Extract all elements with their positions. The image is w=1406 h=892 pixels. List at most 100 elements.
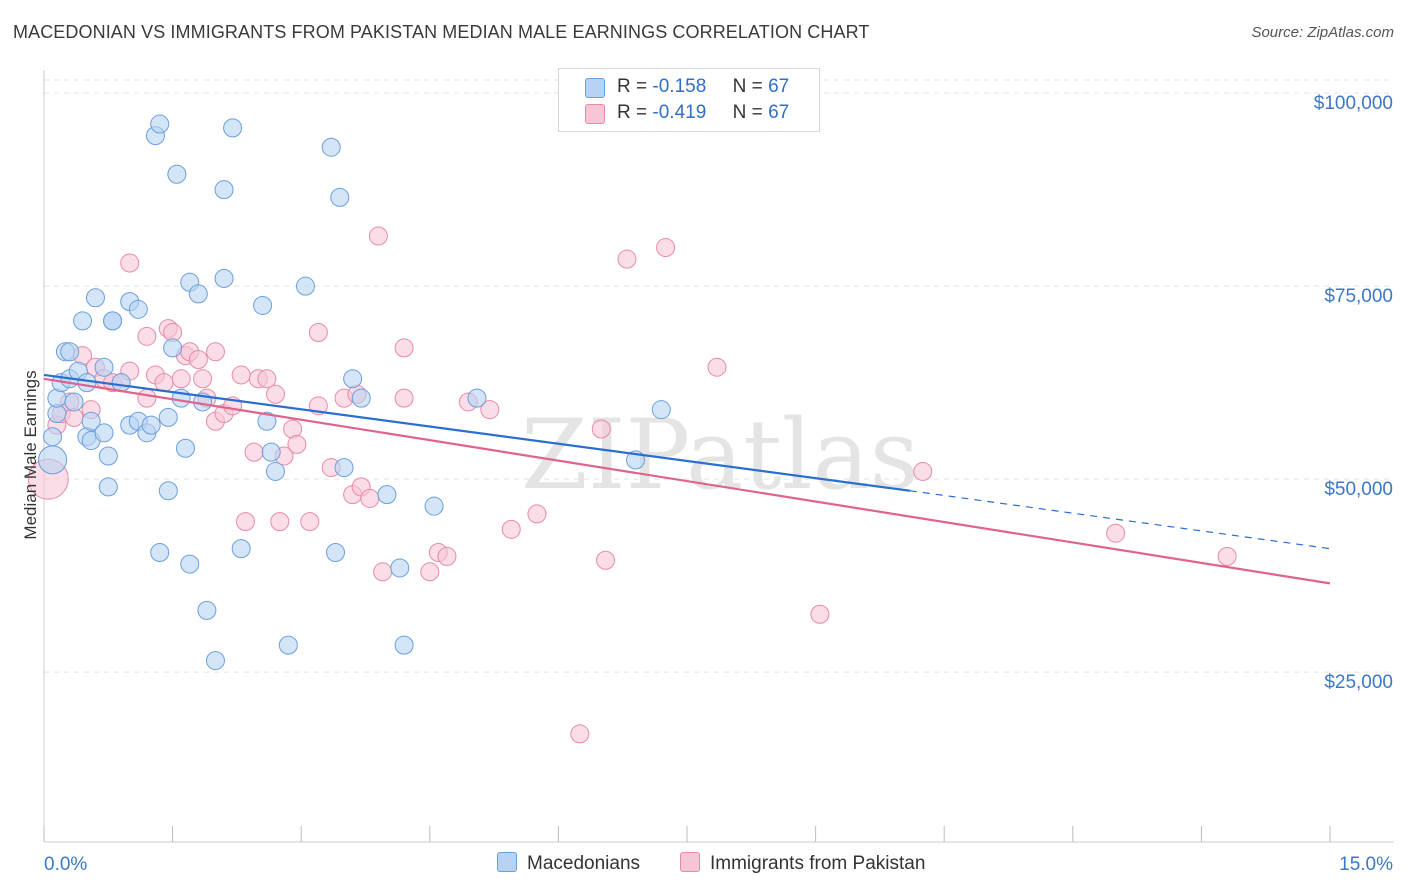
macedonian-point-64[interactable] <box>651 400 671 420</box>
pakistan-point-50[interactable] <box>394 338 414 358</box>
macedonian-point-29[interactable] <box>150 543 170 562</box>
source-label: Source: ZipAtlas.com <box>1251 24 1394 41</box>
pakistan-point-34[interactable] <box>265 384 285 404</box>
macedonian-point-12[interactable] <box>81 411 101 431</box>
legend-n-label: N = <box>732 76 763 97</box>
pakistan-point-60[interactable] <box>591 419 611 439</box>
macedonian-point-7[interactable] <box>60 342 80 362</box>
pakistan-point-38[interactable] <box>287 434 307 454</box>
macedonian-point-32[interactable] <box>163 338 183 358</box>
macedonian-point-9[interactable] <box>73 311 93 331</box>
pakistan-point-29[interactable] <box>231 365 251 385</box>
macedonian-point-59[interactable] <box>390 558 410 578</box>
macedonian-point-16[interactable] <box>94 357 114 377</box>
macedonian-point-37[interactable] <box>180 554 200 574</box>
macedonian-point-30[interactable] <box>158 407 178 427</box>
pakistan-point-63[interactable] <box>656 238 676 258</box>
macedonian-point-14[interactable] <box>85 288 105 308</box>
y-tick-label-0: $25,000 <box>1324 672 1393 693</box>
pakistan-point-16[interactable] <box>154 373 174 393</box>
legend-n-value: 67 <box>768 102 790 123</box>
macedonian-point-65[interactable] <box>64 392 84 412</box>
macedonian-point-28[interactable] <box>150 114 170 134</box>
chart-title: MACEDONIAN VS IMMIGRANTS FROM PAKISTAN M… <box>13 22 870 42</box>
macedonian-point-38[interactable] <box>188 284 208 304</box>
pakistan-point-68[interactable] <box>1217 546 1237 566</box>
macedonian-point-57[interactable] <box>351 388 371 408</box>
pakistan-point-41[interactable] <box>308 322 328 342</box>
pakistan-point-57[interactable] <box>501 519 521 539</box>
macedonian-point-24[interactable] <box>128 299 148 319</box>
pakistan-point-64[interactable] <box>707 357 727 377</box>
macedonian-point-53[interactable] <box>325 543 345 562</box>
x-tick-label-0: 0.0% <box>44 854 87 875</box>
bottom-legend-macedonians[interactable]: Macedonians <box>497 852 640 875</box>
macedonian-point-18[interactable] <box>98 477 118 497</box>
pakistan-point-33[interactable] <box>257 369 277 389</box>
macedonian-point-35[interactable] <box>175 438 195 458</box>
macedonian-point-40[interactable] <box>197 600 217 620</box>
pakistan-point-65[interactable] <box>810 604 830 624</box>
macedonian-point-31[interactable] <box>158 481 178 501</box>
pakistan-point-49[interactable] <box>373 562 393 582</box>
pakistan-point-59[interactable] <box>570 724 590 744</box>
macedonian-trend-line <box>43 373 911 492</box>
pakistan-point-13[interactable] <box>137 326 157 346</box>
pakistan-point-56[interactable] <box>480 400 500 420</box>
macedonian-point-66[interactable] <box>141 415 161 435</box>
pakistan-point-47[interactable] <box>360 488 380 508</box>
macedonian-point-51[interactable] <box>295 276 315 296</box>
macedonian-point-20[interactable] <box>103 311 123 331</box>
macedonian-point-58[interactable] <box>377 485 397 505</box>
pakistan-point-67[interactable] <box>1106 523 1126 543</box>
pakistan-point-52[interactable] <box>420 562 440 582</box>
macedonian-point-45[interactable] <box>231 539 251 559</box>
pakistan-point-35[interactable] <box>270 512 290 532</box>
pakistan-point-14[interactable] <box>137 388 157 408</box>
pakistan-point-62[interactable] <box>617 249 637 269</box>
pakistan-point-25[interactable] <box>205 342 225 362</box>
macedonian-point-1[interactable] <box>43 427 63 447</box>
macedonian-point-61[interactable] <box>424 496 444 516</box>
macedonian-point-54[interactable] <box>330 187 350 207</box>
pakistan-point-51[interactable] <box>394 388 414 408</box>
pakistan-point-23[interactable] <box>193 369 213 389</box>
pakistan-swatch <box>680 852 700 872</box>
macedonian-point-42[interactable] <box>214 268 234 288</box>
macedonian-point-0[interactable] <box>38 445 68 475</box>
pakistan-point-39[interactable] <box>300 512 320 532</box>
macedonian-point-60[interactable] <box>394 635 414 655</box>
pakistan-trend-line <box>43 377 1331 585</box>
macedonian-point-49[interactable] <box>265 461 285 481</box>
y-axis-title: Median Male Earnings <box>21 370 40 539</box>
macedonian-point-46[interactable] <box>253 295 273 315</box>
macedonian-point-47[interactable] <box>257 411 277 431</box>
macedonian-point-55[interactable] <box>334 458 354 478</box>
pakistan-point-58[interactable] <box>527 504 547 524</box>
macedonian-point-43[interactable] <box>214 180 234 200</box>
macedonian-point-52[interactable] <box>321 137 341 157</box>
tick-labels: $25,000 $50,000 $75,000 $100,000 0.0% 15.0% <box>44 93 1393 875</box>
pakistan-point-30[interactable] <box>235 512 255 532</box>
macedonian-point-48[interactable] <box>261 442 281 462</box>
pakistan-point-22[interactable] <box>188 350 208 369</box>
macedonian-point-62[interactable] <box>467 388 487 408</box>
legend-r-value: -0.158 <box>652 76 707 97</box>
pakistan-point-48[interactable] <box>368 226 388 246</box>
pakistan-point-11[interactable] <box>120 253 140 273</box>
pakistan-point-66[interactable] <box>913 461 933 481</box>
pakistan-point-61[interactable] <box>596 550 616 570</box>
macedonian-point-41[interactable] <box>205 651 225 671</box>
macedonian-point-17[interactable] <box>98 446 118 466</box>
bottom-legend-pakistan[interactable]: Immigrants from Pakistan <box>680 852 925 875</box>
pakistan-point-54[interactable] <box>437 546 457 566</box>
macedonian-point-50[interactable] <box>278 635 298 655</box>
pakistan-point-31[interactable] <box>244 442 264 462</box>
macedonian-point-33[interactable] <box>167 164 187 184</box>
macedonian-point-15[interactable] <box>94 423 114 443</box>
macedonian-point-10[interactable] <box>77 373 97 393</box>
macedonian-point-44[interactable] <box>223 118 243 138</box>
pakistan-point-19[interactable] <box>171 369 191 389</box>
stats-legend: R = -0.158 N = 67 R = -0.419 N = 67 <box>558 68 820 132</box>
macedonian-point-56[interactable] <box>343 369 363 389</box>
